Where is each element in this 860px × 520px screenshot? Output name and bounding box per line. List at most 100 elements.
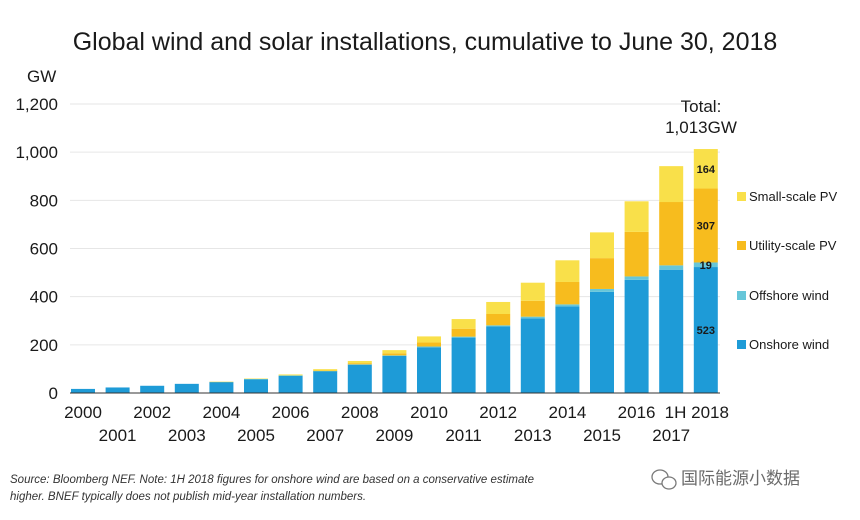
bar-offshore-wind [555,304,580,307]
x-tick-label: 2016 [618,403,656,422]
bar-utility-scale-pv [313,370,338,372]
x-tick-label: 2007 [306,426,344,445]
x-tick-label: 2000 [64,403,102,422]
bar-onshore-wind [140,385,165,393]
x-tick-label: 2015 [583,426,621,445]
bar-onshore-wind [244,379,268,393]
bar-small-scale-pv [278,374,303,376]
legend: Small-scale PV Utility-scale PV Offshore w… [737,189,837,352]
bar-offshore-wind [244,379,268,380]
bar-onshore-wind [659,269,684,393]
bar-small-scale-pv [417,336,441,343]
legend-label: Small-scale PV [749,189,837,204]
legend-label: Offshore wind [749,288,829,303]
y-tick-label: 1,200 [15,95,58,114]
source-note-line1: Source: Bloomberg NEF. Note: 1H 2018 fig… [10,474,534,486]
bar-onshore-wind [486,326,511,393]
bar-utility-scale-pv [451,328,476,337]
y-tick-label: 800 [30,191,58,210]
x-tick-label: 2009 [375,426,413,445]
bar-utility-scale-pv [417,342,441,347]
bar-onshore-wind [209,381,234,393]
total-annotation-line2: 1,013GW [665,118,737,137]
x-tick-label: 2010 [410,403,448,422]
bar-offshore-wind [590,288,614,292]
bar-onshore-wind [382,355,407,393]
data-label: 523 [697,325,715,337]
bar-small-scale-pv [486,301,511,315]
bar-utility-scale-pv [624,231,649,277]
wechat-logo-icon [651,469,677,490]
bar-utility-scale-pv [555,281,580,305]
chart-title: Global wind and solar installations, cum… [73,28,778,56]
bar-offshore-wind [624,276,649,280]
bar-offshore-wind [659,265,684,270]
y-axis-label: GW [27,67,56,86]
total-annotation: Total: 1,013GW [665,97,737,137]
data-label: 164 [697,164,716,176]
total-annotation-line1: Total: [681,97,722,116]
x-tick-label: 2005 [237,426,275,445]
x-tick-label: 2003 [168,426,206,445]
bar-small-scale-pv [382,350,407,354]
bar-small-scale-pv [693,149,718,189]
data-label: 307 [697,221,715,233]
x-tick-label: 2008 [341,403,379,422]
bar-offshore-wind [347,364,372,365]
bar-onshore-wind [417,347,441,393]
y-tick-label: 0 [49,384,58,403]
bar-offshore-wind [520,316,545,319]
bar-small-scale-pv [347,360,372,364]
bar-onshore-wind [693,267,718,393]
legend-label: Utility-scale PV [749,238,837,253]
bar-offshore-wind [693,262,718,268]
x-tick-label: 2006 [272,403,310,422]
x-tick-label: 2012 [479,403,517,422]
y-tick-label: 400 [30,288,58,307]
bar-utility-scale-pv [659,202,684,266]
bar-onshore-wind [520,318,545,393]
x-tick-label: 2002 [133,403,171,422]
bar-onshore-wind [313,371,338,393]
bar-onshore-wind [624,279,649,393]
legend-label: Onshore wind [749,337,829,352]
x-tick-label: 2013 [514,426,552,445]
data-label: 19 [700,260,712,272]
y-axis-ticks: 0 200 400 600 800 1,000 1,200 [15,95,58,403]
bar-onshore-wind [451,337,476,393]
bar-utility-scale-pv [382,353,407,356]
x-tick-label: 1H 2018 [665,403,729,422]
x-axis-ticks: 2000 2001 2002 2003 2004 2005 2006 2007 2008 2009… [64,403,729,445]
x-tick-label: 2011 [445,426,482,445]
bar-onshore-wind [347,364,372,393]
bar-offshore-wind [382,355,407,356]
bar-utility-scale-pv [590,258,614,289]
y-tick-label: 200 [30,336,58,355]
bar-offshore-wind [451,336,476,338]
bar-offshore-wind [417,346,441,348]
bar-small-scale-pv [555,260,580,282]
bar-onshore-wind [105,387,130,393]
x-tick-label: 2014 [548,403,586,422]
legend-swatch [737,241,746,250]
watermark-text: 国际能源小数据 [681,469,800,489]
bar-utility-scale-pv [520,300,545,317]
bar-small-scale-pv [624,201,649,232]
legend-swatch [737,192,746,201]
watermark: 国际能源小数据 [651,469,800,490]
grid-lines [70,103,720,346]
bar-utility-scale-pv [486,314,511,326]
bar-offshore-wind [278,375,303,376]
bar-onshore-wind [278,375,303,393]
data-labels: 523 19 307 164 [697,164,716,337]
y-tick-label: 600 [30,240,58,259]
bars [71,149,718,393]
source-note-line2: higher. BNEF typically does not publish … [10,491,366,503]
bar-small-scale-pv [209,381,234,383]
legend-swatch [737,291,746,300]
bar-small-scale-pv [313,369,338,371]
bar-small-scale-pv [520,282,545,301]
bar-onshore-wind [71,388,95,393]
bar-utility-scale-pv [347,363,372,365]
